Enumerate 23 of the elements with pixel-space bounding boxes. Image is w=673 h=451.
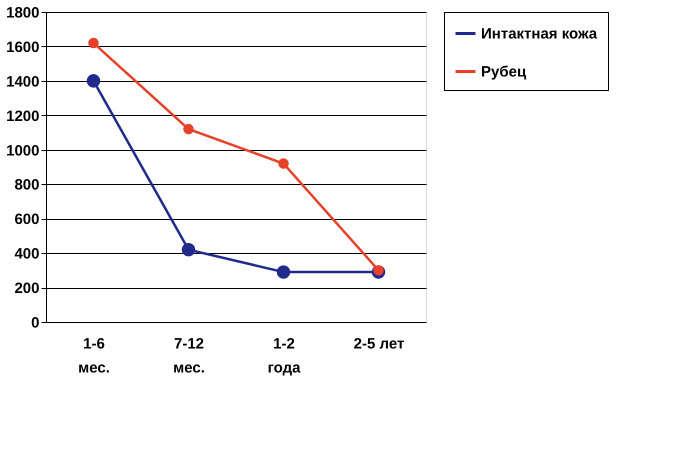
point [88, 38, 99, 48]
point [278, 158, 289, 169]
x-tick-label: 7-12 мес. [173, 336, 205, 376]
point [86, 74, 100, 88]
y-tick-label: 1000 [6, 142, 40, 160]
y-tick-label: 200 [14, 280, 40, 298]
y-tick-label: 400 [14, 246, 40, 263]
point [373, 265, 384, 276]
y-tick-label: 1800 [6, 4, 40, 22]
y-tick-label: 1400 [6, 73, 40, 90]
x-tick-label: 2-5 лет [354, 336, 404, 352]
y-tick-label: 0 [31, 314, 40, 332]
y-tick-label: 1200 [6, 108, 40, 125]
x-tick-label: 1-2 года [268, 336, 302, 376]
y-tick-label: 600 [14, 211, 40, 228]
legend-label: Рубец [481, 64, 527, 80]
x-tick-label: 1-6 мес. [78, 336, 110, 376]
legend-label: Интактная кожа [481, 26, 598, 42]
y-tick-label: 1600 [6, 38, 40, 56]
y-tick-label: 800 [14, 176, 40, 194]
point [182, 242, 196, 256]
point [183, 124, 194, 134]
point [276, 265, 290, 279]
